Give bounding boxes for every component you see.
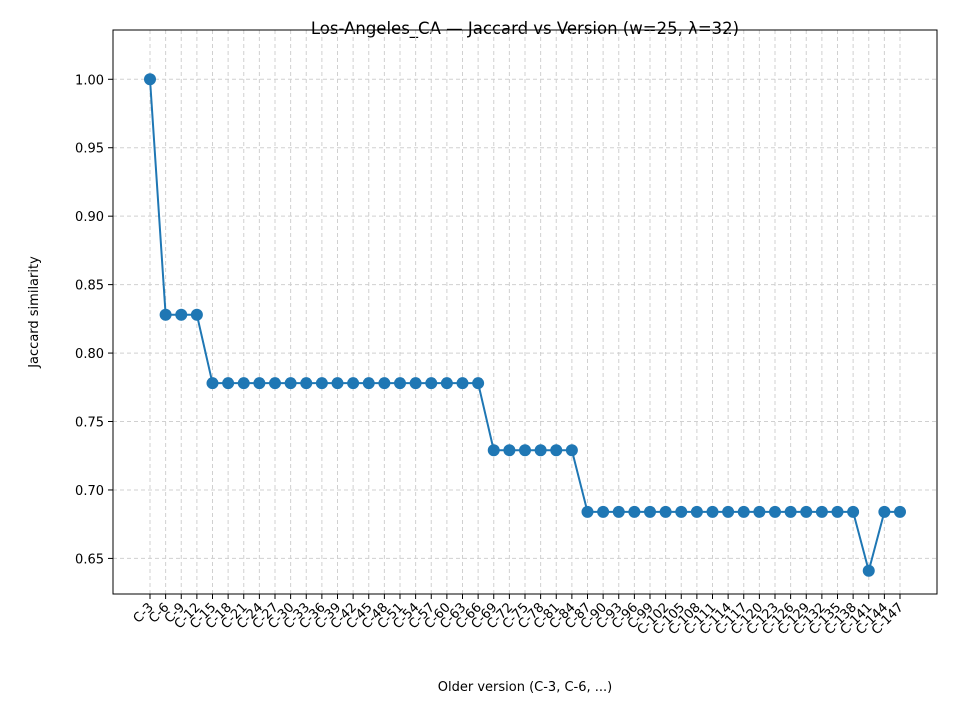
data-point: [331, 377, 344, 390]
data-point: [769, 505, 781, 518]
data-point: [534, 444, 547, 457]
data-point: [237, 377, 250, 390]
data-point: [737, 505, 750, 518]
chart-title: Los-Angeles_CA — Jaccard vs Version (w=2…: [311, 19, 739, 39]
data-point: [612, 505, 625, 518]
data-point: [706, 505, 719, 518]
data-point: [815, 505, 828, 518]
data-point: [659, 505, 672, 518]
data-point: [862, 564, 875, 577]
data-point: [581, 505, 594, 518]
y-tick-label: 0.90: [75, 210, 104, 225]
plot: [144, 73, 906, 577]
y-tick-label: 0.70: [75, 484, 104, 499]
data-point: [144, 73, 156, 86]
y-tick-label: 0.85: [75, 279, 104, 294]
data-point: [175, 308, 188, 321]
y-axis-label: Jaccard similarity: [27, 256, 42, 369]
y-tick-label: 0.65: [75, 552, 104, 567]
data-point: [206, 377, 219, 390]
data-point: [253, 377, 266, 390]
data-point: [878, 505, 891, 518]
data-point: [347, 377, 360, 390]
x-axis-label: Older version (C-3, C-6, ...): [438, 680, 612, 695]
data-point: [394, 377, 406, 390]
y-tick-label: 1.00: [75, 73, 104, 88]
data-point: [409, 377, 422, 390]
data-point: [300, 377, 313, 390]
data-point: [847, 505, 860, 518]
data-point: [753, 505, 766, 518]
data-point: [425, 377, 438, 390]
data-point: [644, 505, 656, 518]
data-point: [597, 505, 610, 518]
data-point: [159, 308, 172, 321]
data-point: [378, 377, 391, 390]
data-point: [222, 377, 235, 390]
data-point: [690, 505, 703, 518]
data-point: [487, 444, 500, 457]
data-point: [550, 444, 563, 457]
data-point: [362, 377, 375, 390]
data-point: [675, 505, 688, 518]
data-point: [628, 505, 641, 518]
data-point: [519, 444, 531, 457]
data-point: [503, 444, 516, 457]
data-point: [190, 308, 203, 321]
data-point: [269, 377, 281, 390]
data-point: [894, 505, 906, 518]
data-point: [565, 444, 578, 457]
data-point: [284, 377, 297, 390]
data-point: [472, 377, 485, 390]
data-point: [722, 505, 735, 518]
data-point: [440, 377, 453, 390]
data-point: [456, 377, 469, 390]
data-point: [315, 377, 328, 390]
data-point: [784, 505, 797, 518]
y-tick-label: 0.95: [75, 142, 104, 157]
data-point: [831, 505, 844, 518]
grid: [113, 30, 937, 594]
y-tick-label: 0.80: [75, 347, 104, 362]
y-tick-label: 0.75: [75, 416, 104, 431]
data-point: [800, 505, 813, 518]
